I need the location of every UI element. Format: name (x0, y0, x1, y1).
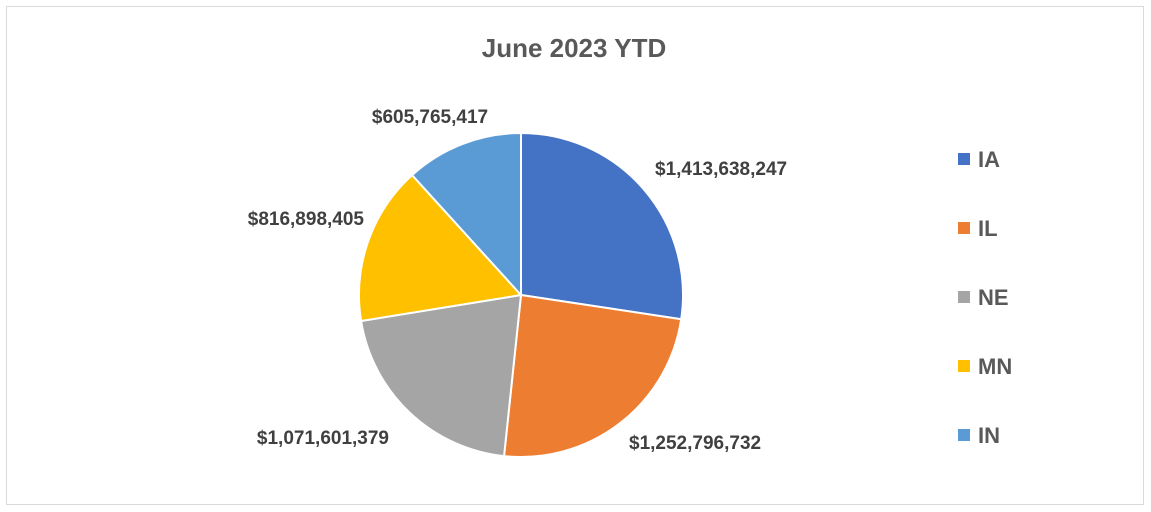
chart-area: June 2023 YTD $1,413,638,247 $1,252,796,7… (6, 6, 1144, 505)
legend-label-il: IL (978, 216, 998, 241)
data-label-in: $605,765,417 (372, 107, 488, 128)
legend-swatch-in (958, 429, 970, 441)
data-label-mn: $816,898,405 (248, 209, 365, 230)
pie-chart: June 2023 YTD $1,413,638,247 $1,252,796,7… (248, 33, 1012, 458)
pie-slices (358, 131, 684, 458)
legend-label-mn: MN (978, 354, 1012, 379)
legend-label-in: IN (978, 423, 1000, 448)
data-label-ne: $1,071,601,379 (257, 428, 389, 449)
legend-swatch-ne (958, 291, 970, 303)
legend-label-ne: NE (978, 285, 1009, 310)
data-label-ia: $1,413,638,247 (655, 159, 787, 180)
legend: IA IL NE MN IN (958, 147, 1012, 448)
data-labels: $1,413,638,247 $1,252,796,732 $1,071,601,3… (248, 107, 787, 454)
pie-slice-ia (520, 131, 684, 321)
pie-slice-mn (358, 173, 523, 323)
pie-slice-il (502, 293, 683, 458)
legend-label-ia: IA (978, 147, 1000, 172)
pie-slice-in (410, 131, 522, 298)
legend-swatch-mn (958, 360, 970, 372)
pie-slice-ne (359, 293, 523, 458)
legend-swatch-il (958, 222, 970, 234)
legend-swatch-ia (958, 153, 970, 165)
chart-title: June 2023 YTD (482, 33, 667, 63)
data-label-il: $1,252,796,732 (629, 433, 761, 454)
